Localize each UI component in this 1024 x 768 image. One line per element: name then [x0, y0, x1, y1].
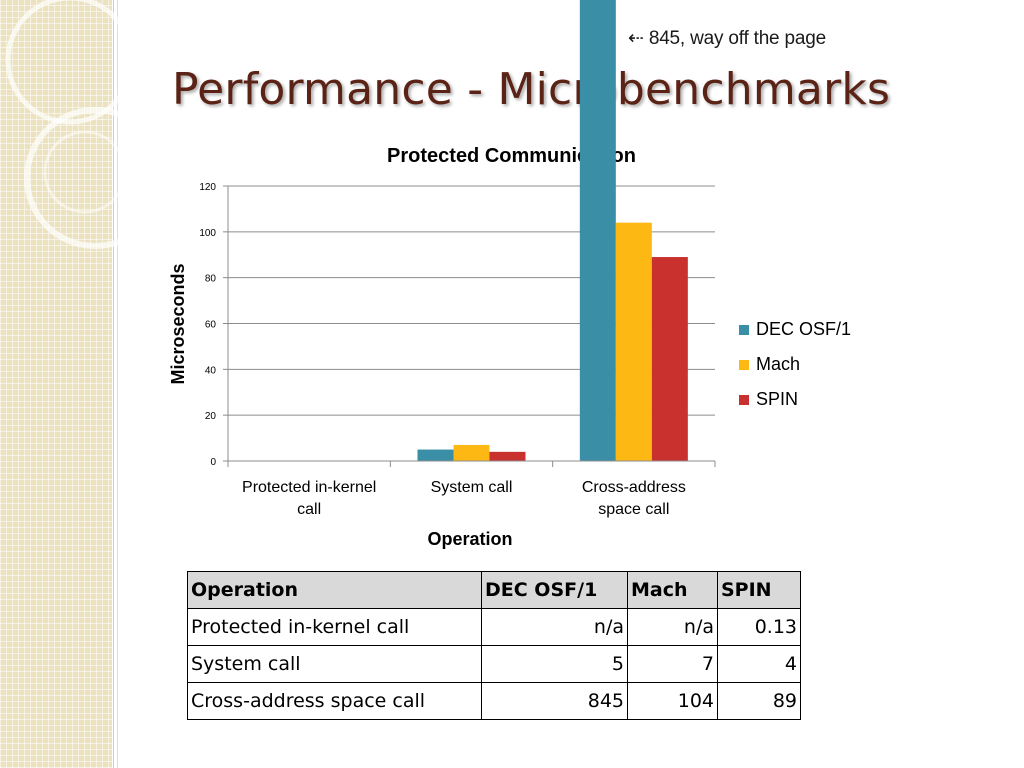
- table-cell: 5: [481, 645, 628, 683]
- legend-label: DEC OSF/1: [756, 319, 851, 339]
- bar-1-3: [579, 0, 616, 461]
- table-cell: 104: [627, 682, 718, 720]
- x-tick-label: call: [297, 501, 321, 518]
- table-cell: 89: [717, 682, 801, 720]
- table-cell: 845: [481, 682, 628, 720]
- x-tick-label: Protected in-kernel: [242, 479, 376, 496]
- bar-3-3: [651, 257, 688, 461]
- table-row: Cross-address space call 845 104 89: [187, 682, 801, 720]
- slide-title: Performance - Microbenchmarks: [172, 64, 891, 115]
- table-header-cell: SPIN: [717, 571, 801, 609]
- y-tick-label: 20: [205, 411, 217, 422]
- table-row: Protected in-kernel call n/a n/a 0.13: [187, 608, 801, 646]
- bar-2-2: [453, 444, 490, 461]
- bar-1-2: [417, 449, 454, 461]
- table-cell: n/a: [481, 608, 628, 646]
- decorative-circles: [5, 0, 120, 249]
- table-header-cell: Mach: [627, 571, 718, 609]
- legend-swatch: [739, 325, 749, 335]
- results-table: Operation DEC OSF/1 Mach SPIN Protected in-…: [187, 571, 801, 720]
- table-header-cell: DEC OSF/1: [481, 571, 628, 609]
- annotation-text: 845, way off the page: [648, 28, 826, 49]
- x-axis-title: Operation: [427, 529, 512, 549]
- x-tick-label: System call: [431, 479, 513, 496]
- table-header-row: Operation DEC OSF/1 Mach SPIN: [187, 571, 801, 609]
- chart-title: Protected Communication: [387, 145, 636, 167]
- legend-swatch: [739, 395, 749, 405]
- table-row: System call 5 7 4: [187, 645, 801, 683]
- y-tick-label: 40: [205, 365, 217, 376]
- y-tick-label: 80: [205, 274, 217, 285]
- legend-label: SPIN: [756, 389, 798, 409]
- table-cell: n/a: [627, 608, 718, 646]
- legend-swatch: [739, 360, 749, 370]
- side-divider: [113, 0, 114, 768]
- table-cell: 7: [627, 645, 718, 683]
- y-tick-label: 120: [199, 182, 216, 193]
- decorative-side-strip: [0, 0, 112, 768]
- bar-3-2: [489, 451, 526, 461]
- annotation: ⇠ 845, way off the page: [628, 27, 826, 50]
- y-axis-title: Microseconds: [168, 263, 188, 384]
- table-header-cell: Operation: [187, 571, 482, 609]
- x-tick-label: Cross-address: [582, 479, 686, 496]
- table-cell: Cross-address space call: [187, 682, 482, 720]
- y-tick-label: 100: [199, 228, 216, 239]
- table-cell: 0.13: [717, 608, 801, 646]
- side-divider-2: [117, 0, 118, 768]
- table-cell: System call: [187, 645, 482, 683]
- y-tick-label: 0: [210, 457, 216, 468]
- table-cell: 4: [717, 645, 801, 683]
- left-arrow-icon: ⇠: [628, 28, 644, 49]
- x-tick-label: space call: [598, 501, 669, 518]
- bar-2-3: [615, 222, 652, 461]
- table-cell: Protected in-kernel call: [187, 608, 482, 646]
- y-tick-label: 60: [205, 320, 217, 331]
- legend-label: Mach: [756, 354, 800, 374]
